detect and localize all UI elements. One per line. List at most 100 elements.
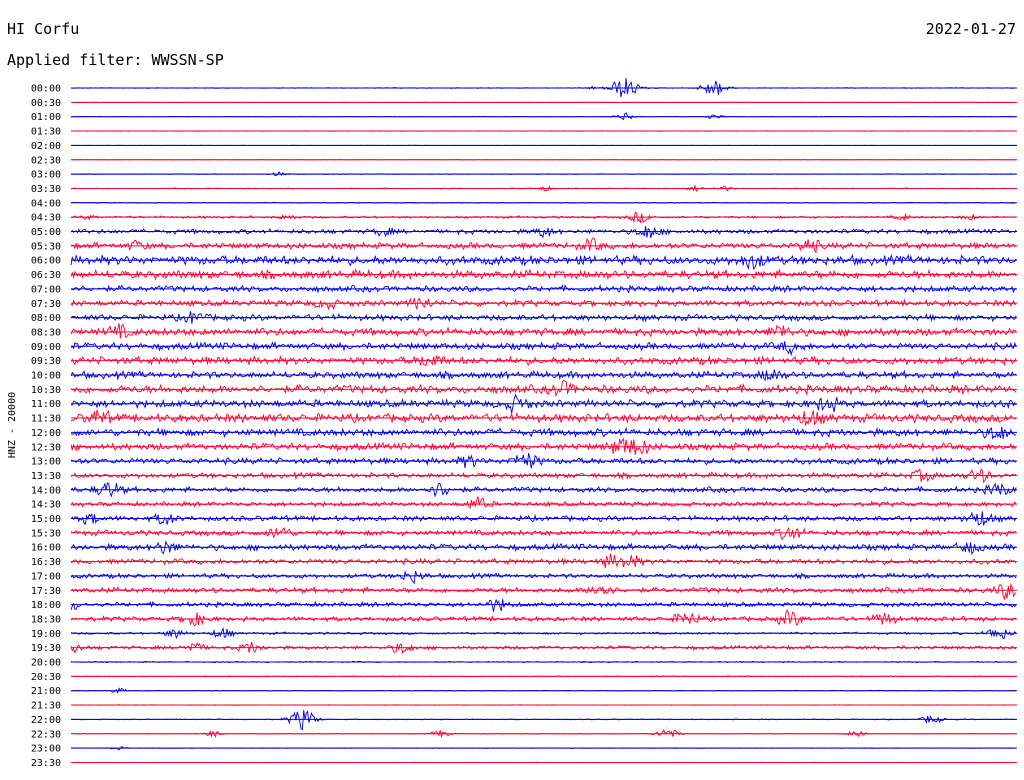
time-label: 11:30 (31, 414, 61, 425)
seismic-trace (70, 526, 1017, 541)
time-label: 12:30 (31, 442, 61, 453)
seismic-trace (70, 660, 1017, 664)
time-label: 20:00 (31, 658, 61, 669)
seismic-trace (70, 112, 1017, 121)
time-label: 08:00 (31, 313, 61, 324)
seismic-trace (70, 379, 1017, 398)
time-label: 06:00 (31, 256, 61, 267)
time-label: 18:30 (31, 614, 61, 625)
time-label: 22:00 (31, 715, 61, 726)
time-label: 19:00 (31, 629, 61, 640)
seismic-trace (70, 237, 1017, 254)
seismic-trace (70, 482, 1017, 498)
seismic-trace (70, 78, 1017, 98)
seismic-trace (70, 268, 1017, 281)
seismic-trace (70, 511, 1017, 526)
time-label: 00:30 (31, 98, 61, 109)
time-label: 08:30 (31, 327, 61, 338)
time-label: 18:00 (31, 600, 61, 611)
time-label: 02:30 (31, 155, 61, 166)
time-label: 01:30 (31, 127, 61, 138)
seismic-trace (70, 211, 1017, 224)
time-label: 17:00 (31, 571, 61, 582)
date-label: 2022-01-27 (925, 20, 1016, 38)
trace-group (70, 78, 1017, 764)
seismic-trace (70, 409, 1017, 426)
time-label: 07:30 (31, 299, 61, 310)
seismic-trace (70, 253, 1017, 271)
seismic-trace (71, 761, 1017, 764)
time-label: 13:30 (31, 471, 61, 482)
time-label: 12:00 (31, 428, 61, 439)
seismic-trace (70, 496, 1017, 509)
channel-label: HNZ - 20000 (7, 391, 18, 459)
time-label: 10:00 (31, 371, 61, 382)
seismic-trace (71, 171, 1017, 177)
time-label: 23:30 (31, 758, 61, 769)
seismic-trace (70, 687, 1017, 694)
seismic-trace (70, 746, 1017, 751)
time-label: 03:30 (31, 184, 61, 195)
time-label: 14:00 (31, 485, 61, 496)
seismic-trace (70, 704, 1017, 706)
seismic-trace (70, 369, 1017, 381)
seismic-trace (70, 608, 1017, 627)
seismic-trace (70, 130, 1017, 132)
seismic-trace (70, 675, 1017, 678)
time-label: 21:00 (31, 686, 61, 697)
time-label: 19:30 (31, 643, 61, 654)
seismic-trace (70, 539, 1017, 556)
time-label: 06:30 (31, 270, 61, 281)
seismic-trace (71, 728, 1017, 739)
time-label: 01:00 (31, 112, 61, 123)
time-label: 05:30 (31, 241, 61, 252)
seismic-trace (70, 284, 1017, 294)
time-label: 17:30 (31, 586, 61, 597)
time-label: 03:00 (31, 170, 61, 181)
time-label: 16:00 (31, 543, 61, 554)
time-label: 21:30 (31, 701, 61, 712)
filter-label: Applied filter: WWSSN-SP (7, 51, 224, 69)
time-label: 07:00 (31, 284, 61, 295)
seismic-trace (70, 710, 1017, 730)
time-label: 23:00 (31, 744, 61, 755)
seismic-trace (70, 598, 1017, 612)
time-label: 09:30 (31, 356, 61, 367)
time-label: 10:30 (31, 385, 61, 396)
time-label: 14:30 (31, 500, 61, 511)
seismic-trace (70, 570, 1017, 585)
time-label: 15:30 (31, 528, 61, 539)
seismic-trace (70, 426, 1017, 440)
seismic-trace (70, 452, 1017, 469)
time-label: 16:30 (31, 557, 61, 568)
time-label: 22:30 (31, 729, 61, 740)
time-label: 02:00 (31, 141, 61, 152)
seismic-trace (70, 553, 1017, 569)
seismic-trace (70, 468, 1017, 484)
seismic-trace (70, 201, 1017, 204)
seismic-trace (70, 627, 1017, 640)
station-title: HI Corfu (7, 20, 80, 38)
seismic-trace (70, 323, 1017, 339)
seismic-trace (70, 297, 1017, 311)
seismic-trace (70, 393, 1017, 414)
seismic-trace (70, 582, 1017, 601)
time-label: 09:00 (31, 342, 61, 353)
seismic-trace (70, 226, 1017, 239)
seismic-trace (70, 354, 1017, 367)
time-label: 20:30 (31, 672, 61, 683)
time-label: 13:00 (31, 457, 61, 468)
seismic-trace (70, 341, 1017, 357)
seismic-trace (70, 184, 1017, 193)
seismic-trace (70, 311, 1017, 324)
time-label: 04:00 (31, 198, 61, 209)
seismic-trace (70, 641, 1017, 655)
time-label: 05:00 (31, 227, 61, 238)
time-label: 15:00 (31, 514, 61, 525)
time-label-group: 00:00 00:30 01:00 01:30 02:00 02:30 03:00 03:30… (31, 84, 61, 769)
seismic-trace (70, 437, 1017, 455)
time-label: 00:00 (31, 84, 61, 95)
time-label: 04:30 (31, 213, 61, 224)
time-label: 11:00 (31, 399, 61, 410)
